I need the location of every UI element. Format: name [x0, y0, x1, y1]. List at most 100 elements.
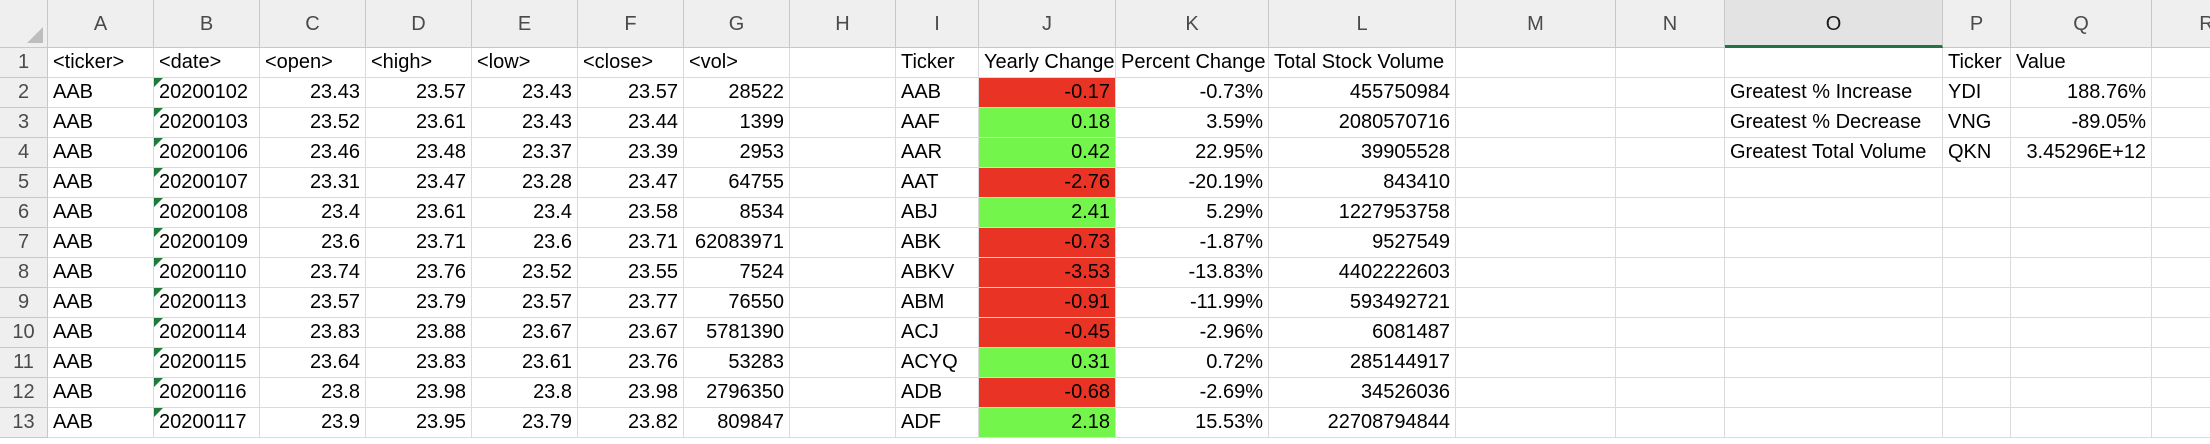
empty-cell[interactable]	[1725, 228, 1943, 258]
cell-total-volume[interactable]: 34526036	[1269, 378, 1456, 408]
cell-yearly-change[interactable]: 0.42	[979, 138, 1116, 168]
cell-low[interactable]: 23.52	[472, 258, 578, 288]
header-ticker[interactable]: <ticker>	[48, 48, 154, 78]
cell-ticker[interactable]: AAB	[48, 168, 154, 198]
empty-cell[interactable]	[2011, 378, 2152, 408]
cell-total-volume[interactable]: 593492721	[1269, 288, 1456, 318]
column-header-k[interactable]: K	[1116, 0, 1269, 48]
cell-total-volume[interactable]: 39905528	[1269, 138, 1456, 168]
empty-cell[interactable]	[1616, 318, 1725, 348]
column-header-h[interactable]: H	[790, 0, 896, 48]
cell-percent-change[interactable]: -20.19%	[1116, 168, 1269, 198]
cell-total-volume[interactable]: 843410	[1269, 168, 1456, 198]
cell-summary-ticker[interactable]: ADF	[896, 408, 979, 438]
cell-vol[interactable]: 7524	[684, 258, 790, 288]
empty-cell[interactable]	[2152, 168, 2210, 198]
empty-cell[interactable]	[1456, 198, 1616, 228]
cell-percent-change[interactable]: -1.87%	[1116, 228, 1269, 258]
cell-date[interactable]: 20200109	[154, 228, 260, 258]
cell-summary-ticker[interactable]: AAR	[896, 138, 979, 168]
empty-cell[interactable]	[2011, 348, 2152, 378]
empty-cell[interactable]	[2152, 48, 2210, 78]
column-header-p[interactable]: P	[1943, 0, 2011, 48]
empty-cell[interactable]	[790, 228, 896, 258]
cell-total-volume[interactable]: 4402222603	[1269, 258, 1456, 288]
cell-summary-ticker[interactable]: ACJ	[896, 318, 979, 348]
cell-low[interactable]: 23.37	[472, 138, 578, 168]
empty-cell[interactable]	[1943, 348, 2011, 378]
empty-cell[interactable]	[1456, 258, 1616, 288]
cell-close[interactable]: 23.67	[578, 318, 684, 348]
cell-close[interactable]: 23.58	[578, 198, 684, 228]
empty-cell[interactable]	[1943, 318, 2011, 348]
empty-cell[interactable]	[790, 258, 896, 288]
cell-greatest-ticker[interactable]: QKN	[1943, 138, 2011, 168]
header-low[interactable]: <low>	[472, 48, 578, 78]
empty-cell[interactable]	[2011, 318, 2152, 348]
cell-vol[interactable]: 53283	[684, 348, 790, 378]
cell-ticker[interactable]: AAB	[48, 138, 154, 168]
cell-open[interactable]: 23.9	[260, 408, 366, 438]
empty-cell[interactable]	[1725, 288, 1943, 318]
empty-cell[interactable]	[2152, 138, 2210, 168]
header-vol[interactable]: <vol>	[684, 48, 790, 78]
empty-cell[interactable]	[1456, 318, 1616, 348]
cell-greatest-value[interactable]: 3.45296E+12	[2011, 138, 2152, 168]
header-yearly-change[interactable]: Yearly Change	[979, 48, 1116, 78]
cell-summary-ticker[interactable]: ABJ	[896, 198, 979, 228]
empty-cell[interactable]	[1456, 288, 1616, 318]
cell-vol[interactable]: 5781390	[684, 318, 790, 348]
empty-cell[interactable]	[1725, 48, 1943, 78]
empty-cell[interactable]	[2152, 198, 2210, 228]
cell-total-volume[interactable]: 1227953758	[1269, 198, 1456, 228]
column-header-q[interactable]: Q	[2011, 0, 2152, 48]
cell-open[interactable]: 23.57	[260, 288, 366, 318]
cell-total-volume[interactable]: 6081487	[1269, 318, 1456, 348]
cell-vol[interactable]: 2953	[684, 138, 790, 168]
cell-vol[interactable]: 76550	[684, 288, 790, 318]
empty-cell[interactable]	[1616, 198, 1725, 228]
column-header-c[interactable]: C	[260, 0, 366, 48]
empty-cell[interactable]	[2152, 228, 2210, 258]
row-header-4[interactable]: 4	[0, 138, 48, 168]
cell-high[interactable]: 23.98	[366, 378, 472, 408]
empty-cell[interactable]	[1456, 378, 1616, 408]
cell-high[interactable]: 23.47	[366, 168, 472, 198]
cell-ticker[interactable]: AAB	[48, 378, 154, 408]
cell-open[interactable]: 23.52	[260, 108, 366, 138]
cell-date[interactable]: 20200106	[154, 138, 260, 168]
column-header-b[interactable]: B	[154, 0, 260, 48]
empty-cell[interactable]	[1616, 78, 1725, 108]
cell-high[interactable]: 23.79	[366, 288, 472, 318]
cell-date[interactable]: 20200116	[154, 378, 260, 408]
cell-ticker[interactable]: AAB	[48, 348, 154, 378]
empty-cell[interactable]	[1943, 408, 2011, 438]
empty-cell[interactable]	[1456, 408, 1616, 438]
row-header-9[interactable]: 9	[0, 288, 48, 318]
cell-percent-change[interactable]: -0.73%	[1116, 78, 1269, 108]
cell-percent-change[interactable]: 5.29%	[1116, 198, 1269, 228]
empty-cell[interactable]	[2011, 258, 2152, 288]
select-all-corner[interactable]	[0, 0, 48, 48]
cell-open[interactable]: 23.8	[260, 378, 366, 408]
empty-cell[interactable]	[1943, 378, 2011, 408]
cell-vol[interactable]: 64755	[684, 168, 790, 198]
cell-close[interactable]: 23.55	[578, 258, 684, 288]
empty-cell[interactable]	[1456, 108, 1616, 138]
cell-percent-change[interactable]: 15.53%	[1116, 408, 1269, 438]
cell-yearly-change[interactable]: -0.68	[979, 378, 1116, 408]
empty-cell[interactable]	[1725, 408, 1943, 438]
header-greatest-ticker[interactable]: Ticker	[1943, 48, 2011, 78]
empty-cell[interactable]	[1616, 258, 1725, 288]
empty-cell[interactable]	[790, 78, 896, 108]
cell-high[interactable]: 23.83	[366, 348, 472, 378]
column-header-j[interactable]: J	[979, 0, 1116, 48]
cell-total-volume[interactable]: 2080570716	[1269, 108, 1456, 138]
empty-cell[interactable]	[1943, 228, 2011, 258]
cell-high[interactable]: 23.61	[366, 108, 472, 138]
row-header-8[interactable]: 8	[0, 258, 48, 288]
empty-cell[interactable]	[790, 408, 896, 438]
empty-cell[interactable]	[790, 348, 896, 378]
empty-cell[interactable]	[2011, 288, 2152, 318]
cell-low[interactable]: 23.8	[472, 378, 578, 408]
